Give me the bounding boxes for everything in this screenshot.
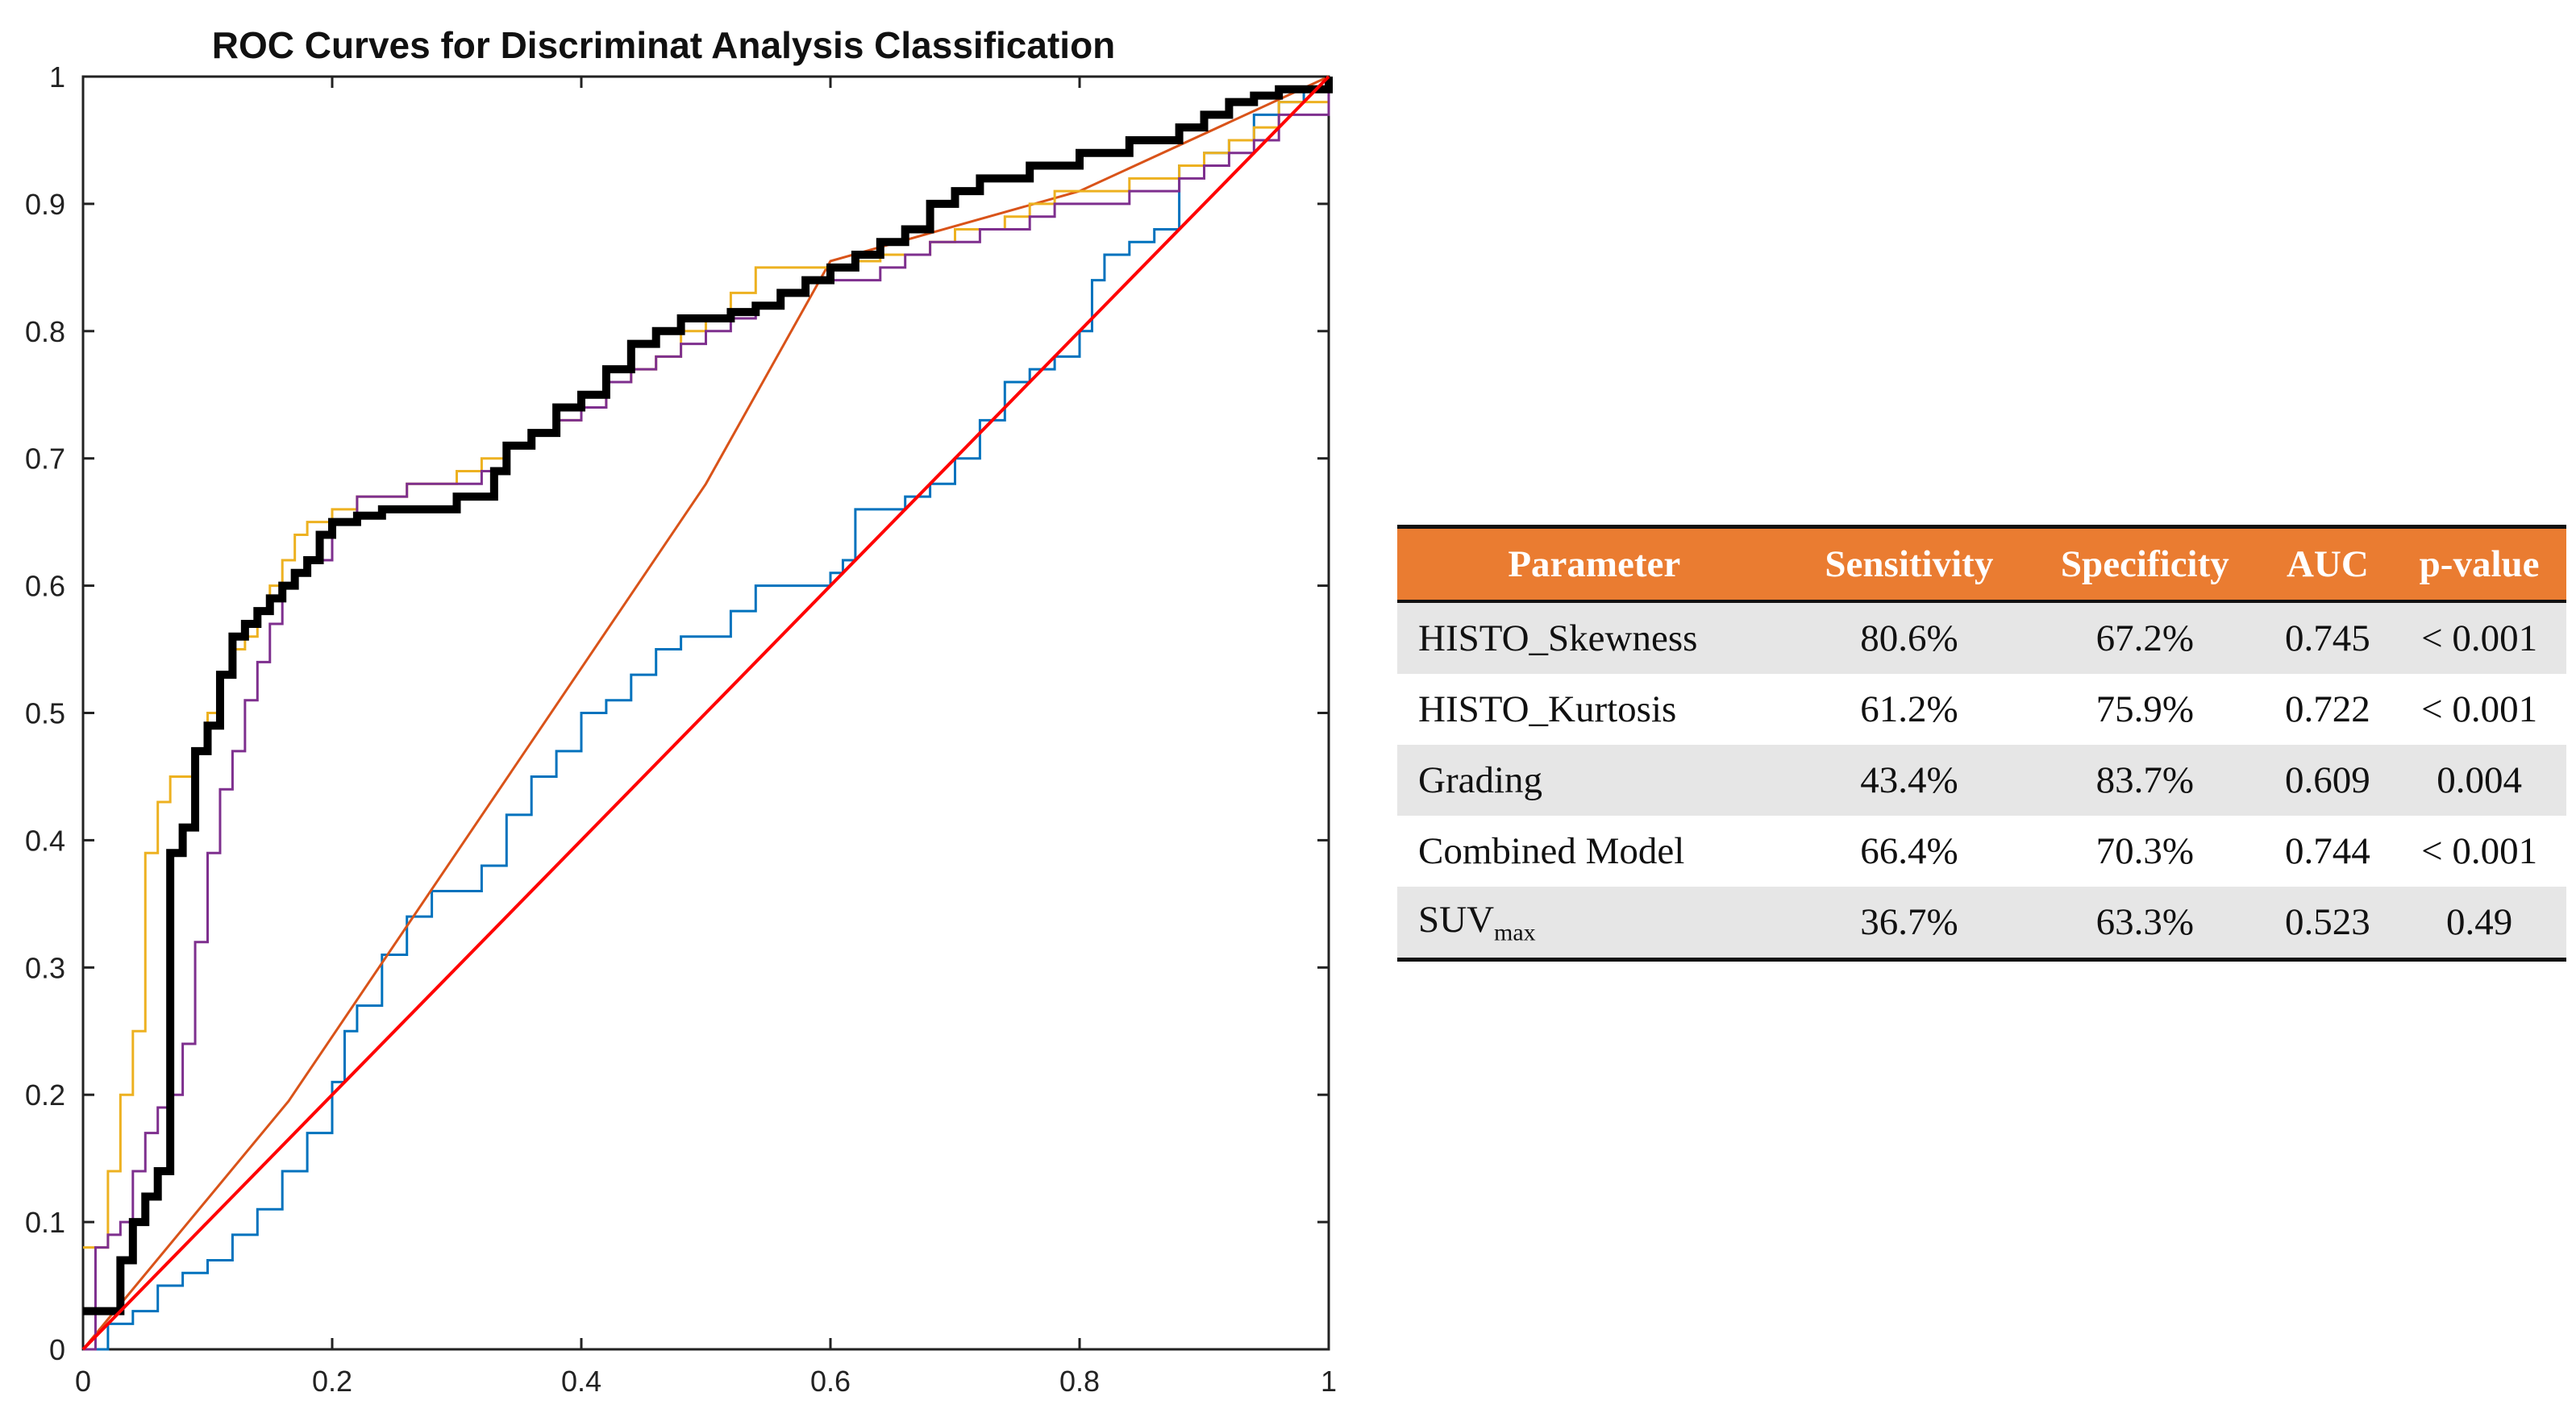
row-sensitivity: 80.6% bbox=[1791, 601, 2028, 674]
y-tick-label: 0.9 bbox=[25, 188, 65, 221]
row-p-value: 0.49 bbox=[2392, 887, 2566, 960]
y-tick-label: 0.8 bbox=[25, 315, 65, 348]
y-tick-label: 0.4 bbox=[25, 824, 65, 857]
y-tick-label: 0.6 bbox=[25, 570, 65, 603]
row-parameter: Grading bbox=[1397, 745, 1792, 816]
row-parameter: SUVmax bbox=[1397, 887, 1792, 960]
y-tick-label: 0.7 bbox=[25, 443, 65, 476]
row-auc: 0.744 bbox=[2285, 830, 2370, 872]
series-line-grading bbox=[81, 75, 1330, 1350]
row-specificity: 63.3% bbox=[2027, 887, 2263, 960]
x-tick-label: 1 bbox=[1321, 1365, 1337, 1398]
row-sensitivity: 61.2% bbox=[1860, 688, 1958, 730]
chart-title: ROC Curves for Discriminat Analysis Clas… bbox=[212, 24, 1116, 66]
x-tick-label: 0.2 bbox=[312, 1365, 352, 1398]
axis-ticks: 0 0.2 0.4 0.6 0.8 1 0 0.1 0.2 0.3 0.4 0.5 0.6 0.7 0.8 0… bbox=[25, 60, 1337, 1398]
row-parameter: HISTO_Skewness bbox=[1397, 601, 1792, 674]
series-line-combined-model bbox=[83, 77, 1333, 1315]
row-p-value: < 0.001 bbox=[2421, 830, 2538, 872]
row-p-value: 0.004 bbox=[2392, 745, 2566, 816]
header-p-value: p-value bbox=[2392, 526, 2566, 603]
row-parameter: Combined Model bbox=[1418, 830, 1685, 872]
table-header-row: Parameter Sensitivity Specificity AUC p-… bbox=[1397, 526, 2566, 603]
x-tick-label: 0.4 bbox=[561, 1365, 601, 1398]
roc-chart: ROC Curves for Discriminat Analysis Clas… bbox=[25, 24, 1337, 1398]
table-row: Combined Model 66.4% 70.3% 0.744 < 0.001 bbox=[1397, 816, 2566, 887]
table-row: SUVmax 36.7% 63.3% 0.523 0.49 bbox=[1397, 887, 2566, 960]
y-tick-label: 0.1 bbox=[25, 1206, 65, 1239]
series-line-reference-line bbox=[81, 75, 1330, 1351]
y-tick-label: 0.3 bbox=[25, 951, 65, 984]
row-auc: 0.523 bbox=[2262, 887, 2393, 960]
stats-table: Parameter Sensitivity Specificity AUC p-… bbox=[1397, 525, 2566, 962]
row-p-value: < 0.001 bbox=[2392, 601, 2566, 674]
row-auc: 0.745 bbox=[2262, 601, 2393, 674]
x-tick-label: 0.8 bbox=[1059, 1365, 1100, 1398]
y-tick-label: 0.5 bbox=[25, 697, 65, 730]
header-auc: AUC bbox=[2262, 526, 2393, 603]
table-row: HISTO_Skewness 80.6% 67.2% 0.745 < 0.001 bbox=[1397, 601, 2566, 674]
row-sensitivity: 43.4% bbox=[1791, 745, 2028, 816]
row-auc: 0.609 bbox=[2262, 745, 2393, 816]
header-parameter: Parameter bbox=[1397, 526, 1792, 603]
row-p-value: < 0.001 bbox=[2421, 688, 2538, 730]
header-sensitivity: Sensitivity bbox=[1791, 526, 2028, 603]
header-specificity: Specificity bbox=[2027, 526, 2263, 603]
row-specificity: 75.9% bbox=[2095, 688, 2195, 730]
x-tick-label: 0 bbox=[75, 1365, 91, 1398]
table-row: HISTO_Kurtosis 61.2% 75.9% 0.722 < 0.001 bbox=[1397, 674, 2566, 745]
row-specificity: 70.3% bbox=[2095, 830, 2195, 872]
row-sensitivity: 36.7% bbox=[1791, 887, 2028, 960]
row-auc: 0.722 bbox=[2285, 688, 2370, 730]
table-row: Grading 43.4% 83.7% 0.609 0.004 bbox=[1397, 745, 2566, 816]
y-tick-label: 1 bbox=[49, 60, 65, 94]
row-parameter: HISTO_Kurtosis bbox=[1418, 688, 1677, 730]
y-tick-label: 0.2 bbox=[25, 1078, 65, 1112]
row-specificity: 83.7% bbox=[2027, 745, 2263, 816]
y-tick-label: 0 bbox=[49, 1333, 65, 1366]
row-specificity: 67.2% bbox=[2027, 601, 2263, 674]
x-tick-label: 0.6 bbox=[810, 1365, 851, 1398]
row-parameter-subscript: max bbox=[1494, 919, 1536, 946]
series-layer bbox=[81, 75, 1333, 1351]
series-line-suvmax bbox=[83, 77, 1330, 1351]
row-sensitivity: 66.4% bbox=[1860, 830, 1958, 872]
